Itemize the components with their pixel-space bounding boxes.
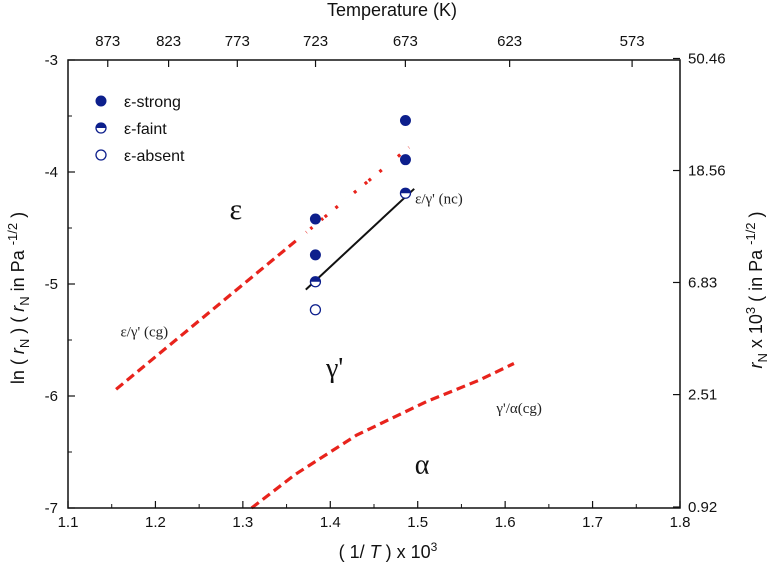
x-tick-label: 1.8: [670, 514, 691, 531]
x-tick-label: 1.3: [232, 514, 253, 531]
boundary-annotation: γ'/α(cg): [495, 401, 542, 417]
y-tick-label: -7: [45, 500, 58, 517]
boundary-annotation: ε/γ' (cg): [120, 325, 168, 341]
data-point: [309, 249, 321, 261]
y-tick-label: -4: [45, 164, 58, 181]
right-tick-label: 2.51: [688, 387, 717, 404]
x-tick-label: 1.7: [582, 514, 603, 531]
data-point: [399, 114, 411, 126]
x-axis-title: ( 1/ T ) x 103: [339, 540, 438, 562]
right-tick-label: 50.46: [688, 50, 726, 67]
plot-frame: [67, 59, 681, 509]
right-axis-title: rN x 103 ( in Pa -1/2 ): [743, 211, 770, 368]
top-tick-label: 573: [620, 33, 645, 50]
top-tick-label: 873: [95, 33, 120, 50]
top-tick-label: 823: [156, 33, 181, 50]
x-tick-label: 1.6: [495, 514, 516, 531]
y-tick-label: -5: [45, 276, 58, 293]
data-point-fill: [400, 188, 411, 194]
x-tick-label: 1.5: [407, 514, 428, 531]
y-tick-label: -6: [45, 388, 58, 405]
top-tick-label: 773: [225, 33, 250, 50]
phase-region-label: γ': [325, 353, 343, 384]
data-point: [309, 304, 322, 316]
legend-marker-fill: [96, 123, 106, 128]
right-tick-label: 0.92: [688, 499, 717, 516]
legend: ε-strong ε-faint ε-absent: [95, 94, 185, 165]
x-tick-label: 1.4: [320, 514, 341, 531]
legend-marker: [95, 95, 107, 107]
boundary-line: [250, 362, 515, 510]
data-point: [399, 154, 411, 166]
boundary-line-overlay: [296, 145, 411, 241]
phase-region-label: ε: [230, 193, 243, 226]
legend-label: ε-strong: [124, 94, 181, 111]
top-tick-label: 623: [497, 33, 522, 50]
x-tick-label: 1.2: [145, 514, 166, 531]
y-tick-label: -3: [45, 52, 58, 69]
top-tick-label: 723: [303, 33, 328, 50]
legend-label: ε-faint: [124, 121, 167, 138]
boundary-line: [305, 188, 415, 291]
phase-region-label: α: [415, 449, 430, 480]
legend-label: ε-absent: [124, 148, 185, 165]
labels: 1.1 1.2 1.3 1.4 1.5 1.6 1.7 1.8 -3 -4 -5 -6 -7 873 823…: [45, 33, 726, 531]
legend-marker: [95, 149, 107, 161]
x-tick-label: 1.1: [58, 514, 79, 531]
top-axis-title: Temperature (K): [327, 0, 457, 20]
y-axis-title: ln ( rN ) ( rN in Pa -1/2 ): [5, 212, 32, 384]
boundary-line: [115, 146, 411, 391]
data-point: [309, 213, 321, 225]
boundary-annotation: ε/γ' (nc): [415, 191, 463, 207]
data-point-fill: [310, 276, 321, 282]
right-tick-label: 6.83: [688, 274, 717, 291]
data-points: [309, 114, 412, 316]
right-tick-label: 18.56: [688, 163, 726, 180]
top-tick-label: 673: [393, 33, 418, 50]
